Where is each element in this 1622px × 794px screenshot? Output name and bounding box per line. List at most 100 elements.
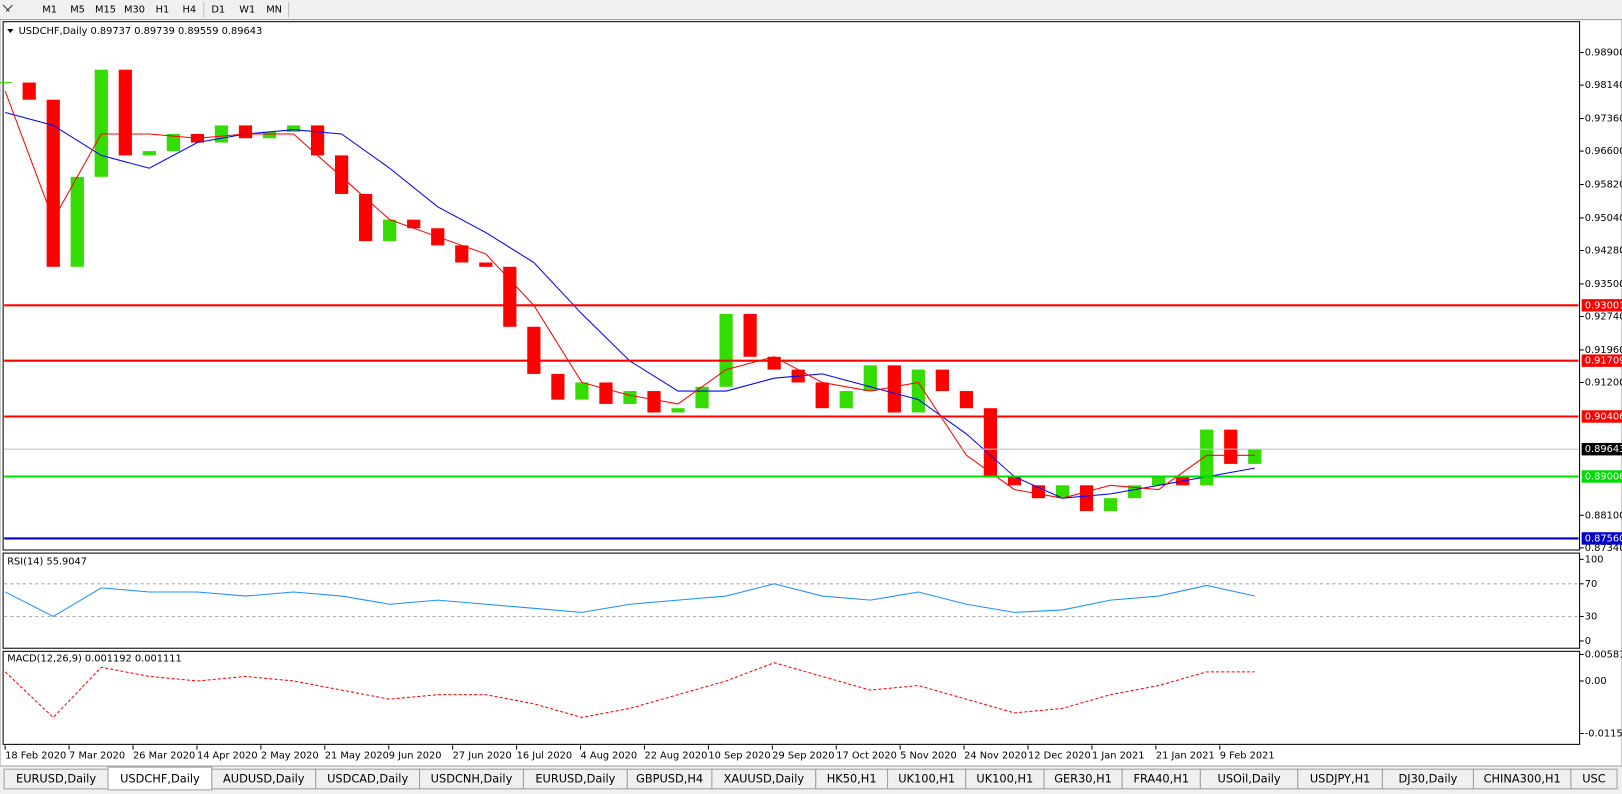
candle [575, 382, 589, 400]
timeframe-button[interactable]: M5 [70, 4, 85, 15]
candle [551, 373, 565, 400]
timeframe-button[interactable]: H1 [156, 4, 170, 15]
tab-label[interactable]: USC [1582, 772, 1606, 786]
x-tick-label: 24 Nov 2020 [964, 751, 1027, 762]
timeframe-button[interactable]: H4 [182, 4, 196, 15]
candle [959, 391, 974, 409]
timeframe-button[interactable]: M1 [42, 4, 57, 15]
candle [839, 391, 853, 409]
level-label-box [1581, 299, 1622, 312]
candle [214, 125, 229, 143]
candle [623, 391, 637, 404]
tab-label[interactable]: FRA40,H1 [1133, 772, 1189, 786]
tab-label[interactable]: UK100,H1 [898, 772, 955, 786]
x-tick-label: 4 Aug 2020 [581, 751, 638, 762]
indicator-line [4, 662, 1255, 719]
tab-label[interactable]: DJ30,Daily [1398, 772, 1457, 786]
candle [479, 262, 493, 267]
candle [334, 155, 349, 194]
tab[interactable] [1570, 768, 1618, 790]
candle [166, 133, 180, 152]
tab-label[interactable]: HK50,H1 [827, 772, 877, 786]
y-tick-label: 30 [1585, 611, 1598, 622]
x-tick-label: 21 Jan 2021 [1156, 751, 1215, 762]
x-tick-label: 5 Nov 2020 [900, 751, 957, 762]
candle [1079, 485, 1094, 512]
candle [286, 125, 301, 132]
candle [238, 125, 253, 139]
tab-label[interactable]: EURUSD,Daily [535, 772, 615, 786]
y-tick-label: 0.95040 [1585, 213, 1622, 224]
timeframe-button[interactable]: D1 [211, 4, 225, 15]
y-tick-label: 0.93500 [1585, 279, 1622, 290]
x-tick-label: 26 Mar 2020 [133, 751, 195, 762]
x-tick-label: 1 Jan 2021 [1092, 751, 1145, 762]
candle [863, 365, 877, 392]
candle [887, 365, 901, 413]
tab-label[interactable]: CHINA300,H1 [1484, 772, 1561, 786]
y-tick-label: 0.005818 [1585, 649, 1622, 660]
candle [671, 408, 685, 413]
y-tick-label: 0.92740 [1585, 311, 1622, 322]
level-label: 0.90406 [1585, 412, 1622, 423]
candle [935, 369, 949, 392]
candle [743, 313, 757, 357]
tab-label[interactable]: XAUUSD,Daily [724, 772, 805, 786]
y-tick-label: 0 [1585, 636, 1591, 647]
candle [1103, 498, 1118, 512]
y-tick-label: 0.98140 [1585, 80, 1622, 91]
level-label-box [1581, 442, 1622, 456]
tab-label[interactable]: USDJPY,H1 [1310, 772, 1371, 786]
level-label: 0.89006 [1585, 471, 1622, 482]
y-tick-label: 0.88100 [1585, 510, 1622, 521]
x-tick-label: 10 Sep 2020 [708, 751, 770, 762]
candle [527, 326, 541, 374]
candle [142, 151, 156, 156]
tab-label[interactable]: EURUSD,Daily [16, 772, 96, 786]
x-tick-label: 2 May 2020 [261, 751, 319, 762]
timeframe-button[interactable]: M15 [95, 4, 116, 15]
timeframe-button[interactable]: W1 [239, 4, 255, 15]
candle [503, 266, 517, 327]
x-tick-label: 27 Jun 2020 [453, 751, 512, 762]
rsi-header: RSI(14) 55.9047 [7, 556, 87, 567]
candle [1248, 449, 1262, 464]
candle [599, 382, 613, 404]
timeframe-button[interactable]: MN [266, 4, 282, 15]
tab-label[interactable]: USDCNH,Daily [431, 772, 513, 786]
candle [1007, 476, 1022, 486]
macd-panel [2, 650, 1581, 745]
x-tick-label: 9 Feb 2021 [1220, 751, 1275, 762]
candle [22, 82, 36, 100]
main-panel [2, 21, 1581, 551]
level-label-box [1581, 470, 1622, 483]
candle [94, 69, 108, 177]
timeframe-button[interactable]: M30 [124, 4, 145, 15]
x-tick-label: 29 Sep 2020 [772, 751, 834, 762]
level-label: 0.87560 [1585, 533, 1622, 544]
tab-label[interactable]: AUDUSD,Daily [223, 772, 305, 786]
candle [1055, 485, 1070, 499]
tab-label[interactable]: GBPUSD,H4 [636, 772, 703, 786]
collapse-arrow [7, 28, 14, 34]
tab-label[interactable]: USDCAD,Daily [327, 772, 408, 786]
level-label-box [1581, 354, 1622, 367]
candle [815, 382, 829, 409]
candle [407, 219, 421, 229]
candle [359, 193, 373, 242]
candle [1200, 429, 1214, 486]
toolbar [0, 0, 1622, 20]
x-tick-label: 9 Jun 2020 [389, 751, 442, 762]
tab-label[interactable]: GER30,H1 [1054, 772, 1112, 786]
y-tick-label: 0.98900 [1585, 48, 1622, 59]
candle [46, 99, 60, 267]
candle [1224, 429, 1238, 464]
rsi-panel [2, 552, 1581, 649]
candle [310, 125, 325, 156]
tab-label[interactable]: UK100,H1 [976, 772, 1033, 786]
x-tick-label: 22 Aug 2020 [644, 751, 707, 762]
tab-label[interactable]: USDCHF,Daily [120, 772, 200, 786]
candle [695, 386, 709, 409]
tab-label[interactable]: USOil,Daily [1218, 772, 1281, 786]
cursor-icon [2, 4, 13, 12]
